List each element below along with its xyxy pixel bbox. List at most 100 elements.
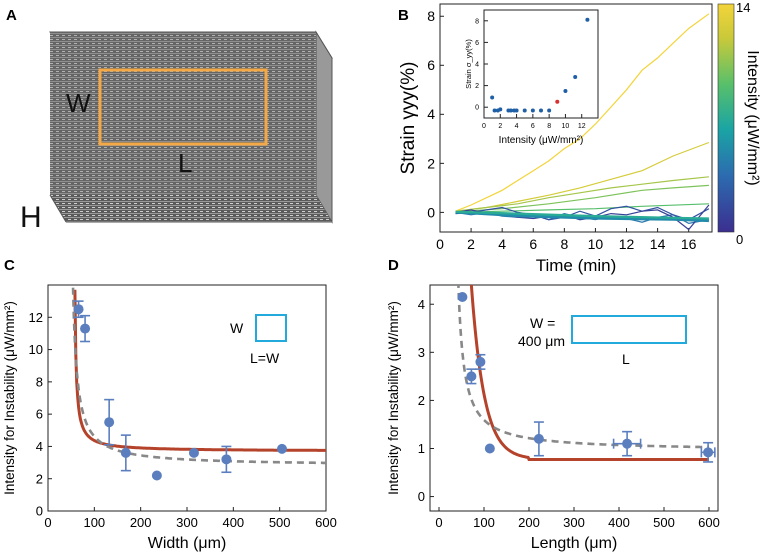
y-axis-label: Intensity for Instability (μW/mm²) bbox=[2, 301, 17, 495]
y-tick-label: 2 bbox=[418, 393, 425, 408]
panel-label-d: D bbox=[388, 257, 399, 274]
x-axis-label: Time (min) bbox=[536, 256, 617, 275]
data-point bbox=[484, 443, 495, 454]
plot-frame bbox=[47, 284, 327, 512]
strain-series-line bbox=[455, 141, 710, 212]
data-point bbox=[151, 470, 162, 481]
panel-label-c: C bbox=[4, 257, 15, 274]
x-axis-label: Length (μm) bbox=[531, 535, 618, 552]
panel-d: D 0 100 200 300 400 500 600 0 1 2 3 4 Length (μm) Int… bbox=[386, 257, 720, 552]
y-tick-label: 4 bbox=[427, 106, 435, 122]
y-tick-label: 8 bbox=[427, 8, 435, 24]
y-tick-label: 0 bbox=[475, 105, 479, 112]
inset-point bbox=[573, 74, 578, 79]
model-curve bbox=[469, 285, 709, 461]
y-tick-label: 12 bbox=[29, 310, 43, 325]
legend-d-rect bbox=[571, 315, 687, 344]
x-tick-label: 300 bbox=[563, 515, 585, 530]
x-tick-label: 400 bbox=[608, 515, 630, 530]
slab-side-face bbox=[315, 30, 333, 224]
inset-point bbox=[555, 99, 560, 104]
y-tick-label: 1 bbox=[418, 441, 425, 456]
x-tick-label: 14 bbox=[650, 236, 666, 252]
inset-point bbox=[530, 108, 535, 113]
x-tick-label: 100 bbox=[473, 515, 495, 530]
data-point bbox=[120, 447, 131, 458]
fit-curve bbox=[71, 285, 326, 465]
inset-point bbox=[498, 107, 503, 112]
panel-label-b: B bbox=[398, 7, 409, 24]
y-tick-label: 6 bbox=[475, 40, 479, 47]
strain-series-line bbox=[455, 176, 709, 212]
model-curve bbox=[73, 289, 326, 452]
slab-bottom-face bbox=[50, 195, 332, 222]
strain-inset-chart: 0 2 4 6 8 10 12 0 2 4 6 8 Intensity (μW/mm²) Strain σ… bbox=[464, 6, 602, 146]
panel-c: C 0 100 200 300 400 500 600 0 2 4 6 8 10 12 Width (μm)… bbox=[2, 257, 337, 552]
data-point bbox=[276, 443, 287, 454]
legend-c-square bbox=[255, 314, 287, 342]
x-tick-label: 500 bbox=[269, 515, 291, 530]
data-point bbox=[221, 454, 232, 465]
inset-point bbox=[539, 108, 543, 113]
x-axis-label: Width (μm) bbox=[148, 535, 227, 552]
data-point bbox=[703, 447, 714, 458]
y-tick-label: 6 bbox=[427, 57, 435, 73]
x-tick-label: 4 bbox=[515, 123, 519, 130]
data-point bbox=[622, 438, 633, 449]
y-tick-label: 8 bbox=[36, 374, 43, 389]
inset-point bbox=[522, 108, 527, 113]
y-tick-label: 4 bbox=[36, 439, 43, 454]
y-tick-label: 0 bbox=[36, 504, 43, 519]
x-tick-label: 0 bbox=[435, 515, 442, 530]
y-tick-label: 2 bbox=[475, 83, 479, 90]
y-tick-label: 2 bbox=[427, 155, 435, 171]
colorbar-min: 0 bbox=[736, 232, 743, 247]
inset-point bbox=[492, 108, 497, 113]
x-tick-label: 4 bbox=[498, 236, 506, 252]
length-chart: 0 100 200 300 400 500 600 0 1 2 3 4 Length (μm) Inten… bbox=[386, 284, 720, 552]
width-chart: 0 100 200 300 400 500 600 0 2 4 6 8 10 12 Width (μm) In… bbox=[2, 284, 337, 552]
data-point bbox=[188, 447, 199, 458]
y-axis-label: Strain γyy(%) bbox=[398, 62, 419, 175]
colorbar bbox=[717, 3, 735, 233]
x-tick-label: 6 bbox=[531, 123, 535, 130]
x-tick-label: 12 bbox=[619, 236, 635, 252]
x-tick-label: 0 bbox=[436, 236, 444, 252]
strain-series-line bbox=[455, 205, 710, 221]
inset-point bbox=[563, 89, 568, 93]
inset-point bbox=[490, 95, 495, 100]
inset-point bbox=[508, 108, 513, 113]
panel-label-a: A bbox=[6, 7, 17, 24]
x-tick-label: 6 bbox=[529, 236, 537, 252]
colorbar-label: Intensity (μW/mm²) bbox=[744, 50, 760, 185]
x-axis-label: Intensity (μW/mm²) bbox=[499, 135, 584, 146]
y-tick-label: 4 bbox=[475, 61, 479, 68]
x-tick-label: 8 bbox=[560, 236, 568, 252]
y-tick-label: 0 bbox=[427, 204, 435, 220]
x-tick-label: 600 bbox=[698, 515, 720, 530]
strain-series-line bbox=[455, 184, 709, 213]
y-tick-label: 3 bbox=[418, 345, 425, 360]
x-tick-label: 8 bbox=[547, 123, 551, 130]
x-tick-label: 2 bbox=[498, 123, 502, 130]
strain-series-line bbox=[455, 210, 709, 220]
x-tick-label: 10 bbox=[588, 236, 604, 252]
x-tick-label: 10 bbox=[562, 123, 570, 130]
data-point bbox=[466, 371, 477, 382]
x-tick-label: 12 bbox=[578, 123, 586, 130]
illumination-box bbox=[98, 68, 268, 146]
data-point bbox=[475, 356, 486, 367]
x-tick-label: 2 bbox=[467, 236, 475, 252]
y-tick-label: 6 bbox=[36, 407, 43, 422]
y-axis-label: Intensity for Instability (μW/mm²) bbox=[386, 301, 401, 495]
x-tick-label: 100 bbox=[83, 515, 105, 530]
legend-d-size: 400 μm bbox=[518, 333, 565, 349]
y-tick-label: 2 bbox=[36, 471, 43, 486]
dim-h-label: H bbox=[20, 201, 42, 234]
colorbar-max: 14 bbox=[736, 0, 750, 15]
x-tick-label: 600 bbox=[315, 515, 337, 530]
strain-series-line bbox=[455, 211, 709, 223]
y-tick-label: 10 bbox=[29, 342, 43, 357]
data-point bbox=[457, 292, 468, 303]
data-point bbox=[73, 304, 84, 315]
